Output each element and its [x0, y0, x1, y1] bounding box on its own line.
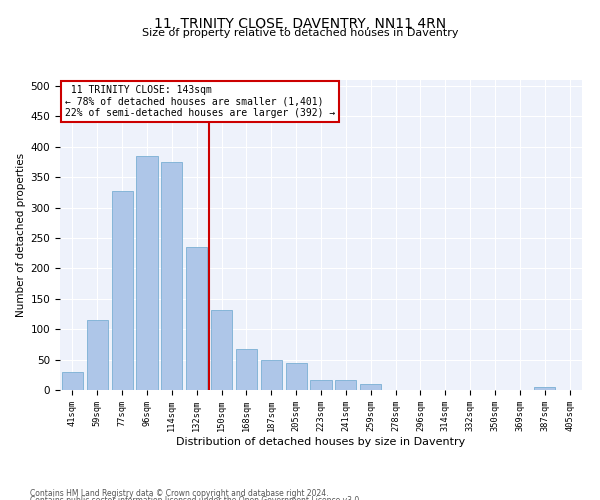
Y-axis label: Number of detached properties: Number of detached properties — [16, 153, 26, 317]
Text: Contains public sector information licensed under the Open Government Licence v3: Contains public sector information licen… — [30, 496, 362, 500]
Bar — [310, 380, 332, 390]
Bar — [335, 380, 356, 390]
Bar — [161, 162, 182, 390]
X-axis label: Distribution of detached houses by size in Daventry: Distribution of detached houses by size … — [176, 437, 466, 447]
Bar — [186, 246, 207, 390]
Bar — [360, 384, 381, 390]
Bar — [62, 372, 83, 390]
Bar — [236, 348, 257, 390]
Bar — [534, 387, 555, 390]
Bar — [136, 156, 158, 390]
Bar — [87, 320, 108, 390]
Bar — [286, 362, 307, 390]
Text: 11, TRINITY CLOSE, DAVENTRY, NN11 4RN: 11, TRINITY CLOSE, DAVENTRY, NN11 4RN — [154, 18, 446, 32]
Text: 11 TRINITY CLOSE: 143sqm
← 78% of detached houses are smaller (1,401)
22% of sem: 11 TRINITY CLOSE: 143sqm ← 78% of detach… — [65, 84, 335, 118]
Text: Contains HM Land Registry data © Crown copyright and database right 2024.: Contains HM Land Registry data © Crown c… — [30, 488, 329, 498]
Bar — [261, 360, 282, 390]
Bar — [211, 310, 232, 390]
Text: Size of property relative to detached houses in Daventry: Size of property relative to detached ho… — [142, 28, 458, 38]
Bar — [112, 190, 133, 390]
